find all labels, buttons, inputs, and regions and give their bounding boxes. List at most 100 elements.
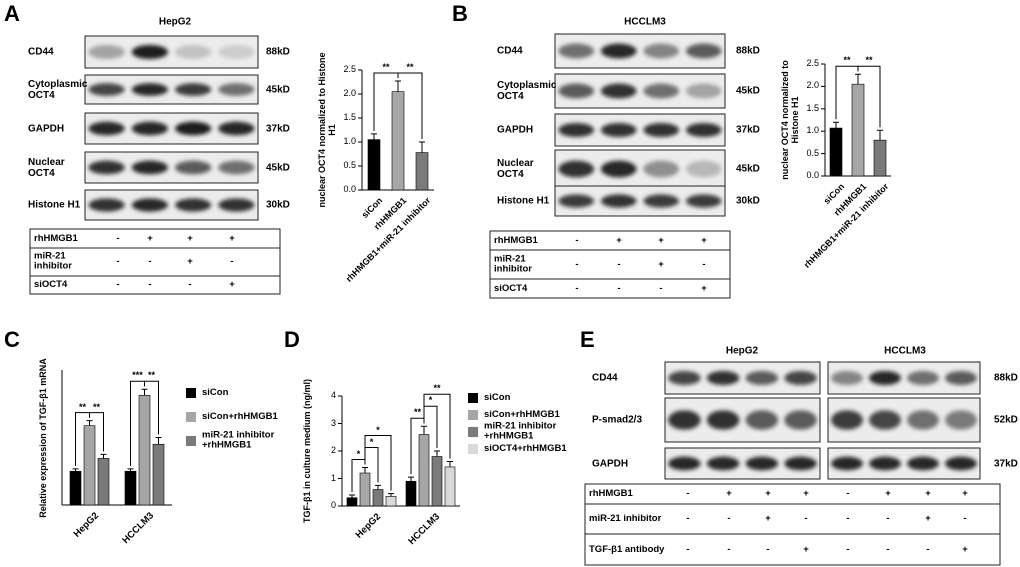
band [218, 121, 255, 136]
table-cell: - [886, 543, 890, 555]
bar [444, 466, 456, 507]
table-cell: + [658, 234, 664, 246]
y-tick-label: 1 [330, 472, 336, 483]
band-size: 30kD [736, 195, 760, 207]
error-bar [362, 467, 368, 473]
legend-label: siCon [484, 391, 511, 403]
table-row-label: TGF-β1 antibody [589, 543, 665, 555]
legend-label: siCon+rhHMGB1 [484, 408, 560, 420]
bar [873, 139, 887, 177]
bar [124, 470, 137, 506]
significance-bracket [364, 435, 392, 491]
legend-swatch [186, 388, 196, 398]
band-size: 88kD [994, 372, 1018, 384]
table-cell: - [886, 512, 890, 524]
band-size: 45kD [736, 163, 760, 175]
y-tick-label: 1.5 [806, 102, 819, 113]
band [706, 456, 740, 471]
band [600, 194, 637, 208]
table-cell: - [846, 487, 850, 499]
band [131, 198, 169, 212]
table-cell: + [701, 282, 707, 294]
band [668, 370, 701, 386]
bar [391, 91, 405, 191]
error-bar [877, 129, 883, 141]
band [945, 456, 977, 471]
blot-label: CD44 [592, 372, 618, 384]
table-cell: + [765, 512, 771, 524]
y-tick-label: 3 [330, 417, 336, 428]
table-frame [489, 230, 731, 299]
significance-label: * [369, 436, 374, 447]
blot-label: GAPDH [592, 458, 629, 469]
panel-letter: B [452, 0, 468, 26]
table-cell: + [701, 234, 707, 246]
table-cell: - [148, 278, 152, 290]
legend-label: miR-21 inhibitor +rhHMGB1 [202, 429, 275, 451]
band [784, 410, 817, 430]
error-bar [447, 460, 453, 467]
band [869, 370, 901, 386]
blot-title: HepG2 [725, 345, 759, 357]
band [784, 370, 817, 386]
error-bar [349, 494, 355, 498]
table-row-label: miR-21 inhibitor [494, 253, 532, 275]
table-cell: - [188, 278, 192, 290]
legend-swatch [186, 436, 196, 446]
panel-letter: D [284, 326, 300, 352]
band-size: 37kD [736, 124, 760, 136]
table-cell: - [575, 234, 579, 246]
table-cell: + [803, 543, 809, 555]
error-bar [388, 493, 394, 497]
blot-label: Histone H1 [497, 195, 550, 207]
band [831, 370, 863, 386]
table-cell: + [187, 255, 193, 267]
band [88, 83, 125, 96]
band [643, 194, 680, 208]
table-cell: + [925, 487, 931, 499]
error-bar [434, 450, 440, 457]
table-cell: - [230, 255, 234, 267]
bar [405, 480, 417, 507]
table-cell: - [804, 512, 808, 524]
significance-label: ** [413, 407, 422, 418]
band [945, 370, 977, 386]
legend-swatch [468, 444, 478, 454]
table-cell: - [727, 543, 731, 555]
y-axis-label: nuclear OCT4 normalized to Histone H1 [780, 60, 800, 180]
blot-label: GAPDH [28, 123, 65, 134]
legend-label: miR-21 inhibitor +rhHMGB1 [484, 420, 557, 442]
band [643, 160, 680, 178]
band-size: 45kD [266, 84, 290, 95]
band [745, 370, 779, 386]
table-cell: + [885, 487, 891, 499]
band-size: 88kD [266, 46, 290, 58]
band [869, 456, 901, 471]
y-axis-label: TGF-β1 in culture medium (ng/ml) [302, 379, 313, 523]
y-tick-label: 2.5 [806, 58, 819, 69]
band [945, 410, 977, 430]
table-cell: + [616, 234, 622, 246]
bar [851, 83, 865, 177]
legend-label: siCon [202, 386, 229, 398]
band [558, 83, 595, 99]
table-row-label: siOCT4 [494, 282, 528, 294]
band [218, 160, 255, 175]
band-size: 52kD [994, 414, 1018, 426]
panel-letter: C [4, 326, 20, 352]
significance-label: ** [382, 62, 390, 73]
significance-bracket [857, 65, 881, 128]
bar [431, 456, 443, 507]
y-tick-label: 0.0 [806, 170, 819, 181]
error-bar [155, 437, 162, 445]
table-row-label: rhHMGB1 [589, 487, 633, 499]
table-row-label: miR-21 inhibitor [589, 512, 662, 524]
band [600, 122, 637, 138]
table-cell: + [765, 487, 771, 499]
band [643, 122, 680, 138]
table-cell: - [686, 487, 690, 499]
band [831, 456, 863, 471]
band-size: 45kD [736, 85, 760, 97]
band [558, 160, 595, 178]
significance-label: ** [147, 370, 156, 381]
